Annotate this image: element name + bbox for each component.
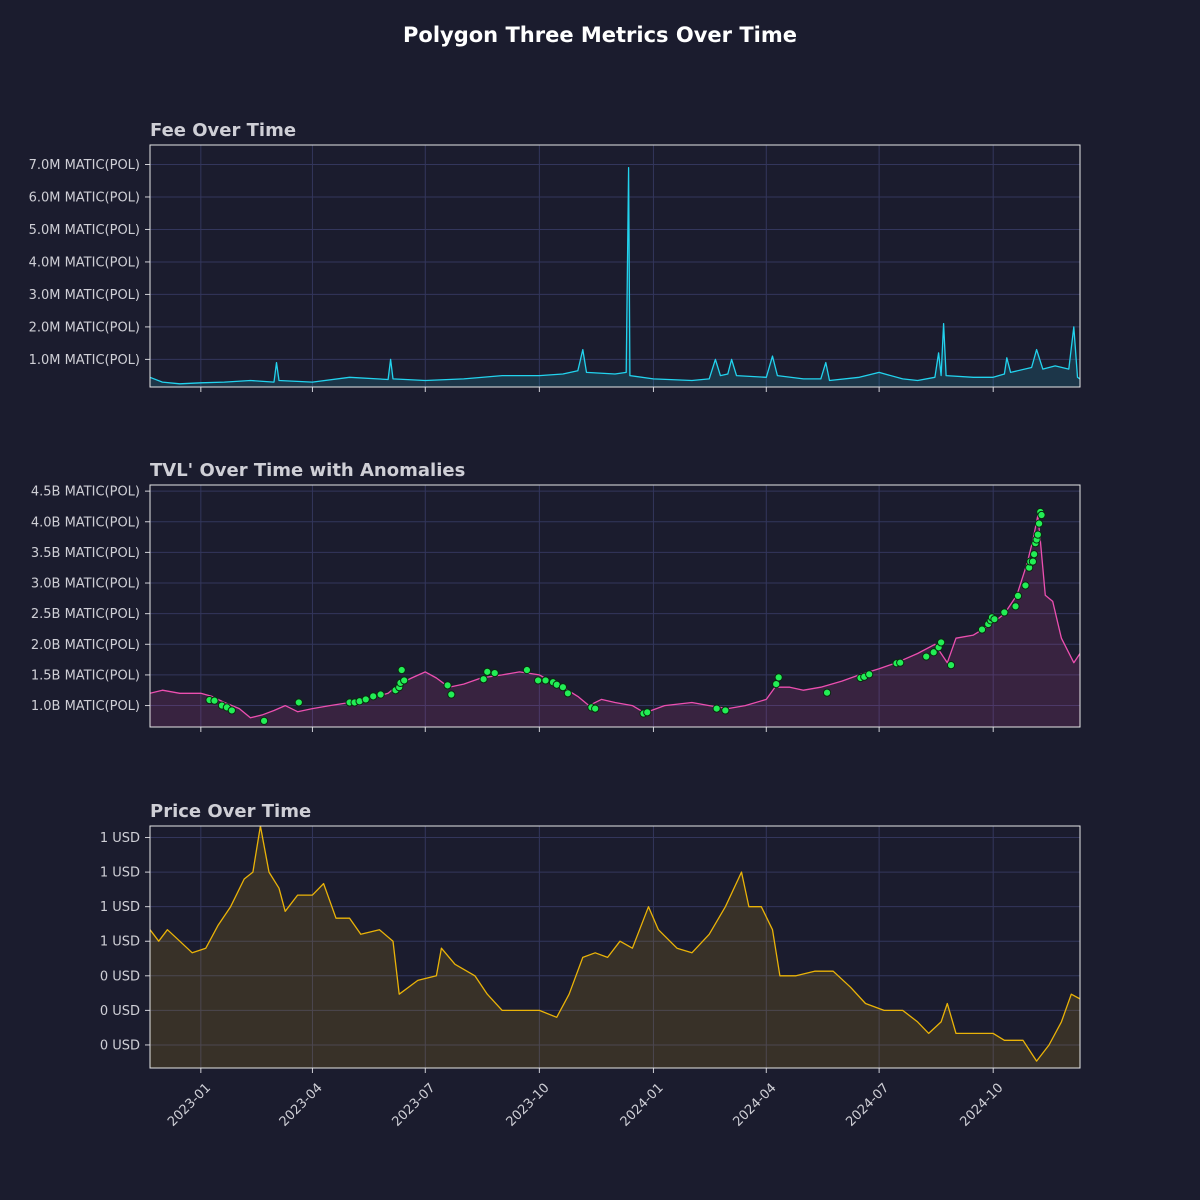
anomaly-point	[210, 696, 219, 705]
series-line	[150, 167, 1080, 385]
y-tick-label: 1 USD	[100, 900, 140, 915]
y-tick-label: 3.0M MATIC(POL)	[29, 288, 140, 303]
anomaly-point	[1013, 591, 1023, 600]
y-tick-label: 1.5B MATIC(POL)	[31, 668, 140, 683]
panel-title: Fee Over Time	[150, 120, 296, 141]
anomaly-point	[977, 625, 987, 634]
y-tick-label: 5.0M MATIC(POL)	[29, 223, 140, 238]
anomaly-point	[937, 638, 946, 647]
anomaly-point	[1011, 602, 1020, 611]
anomaly-point	[772, 680, 781, 689]
anomaly-point	[376, 690, 385, 699]
anomaly-point	[400, 676, 409, 685]
anomaly-point	[865, 670, 874, 679]
y-tick-label: 4.5B MATIC(POL)	[31, 485, 140, 500]
anomaly-point	[922, 652, 931, 661]
anomaly-point	[1021, 581, 1030, 590]
anomaly-point	[541, 676, 550, 685]
anomaly-point	[522, 665, 532, 675]
series-line	[150, 826, 1080, 1062]
series-area	[150, 515, 1080, 727]
anomaly-point	[490, 668, 499, 678]
panel-title: TVL' Over Time with Anomalies	[150, 460, 465, 481]
y-tick-label: 3.5B MATIC(POL)	[31, 546, 140, 561]
anomaly-point	[563, 689, 572, 698]
y-tick-label: 1 USD	[100, 935, 140, 950]
anomaly-point	[1030, 550, 1039, 559]
anomaly-point	[1028, 557, 1037, 566]
y-tick-label: 2.5B MATIC(POL)	[31, 607, 140, 622]
y-tick-label: 7.0M MATIC(POL)	[29, 158, 140, 173]
anomaly-point	[774, 673, 783, 682]
y-tick-label: 4.0M MATIC(POL)	[29, 255, 140, 270]
y-tick-label: 0 USD	[100, 1004, 140, 1019]
anomaly-point	[361, 695, 370, 704]
series-area	[150, 826, 1080, 1068]
anomaly-point	[946, 661, 956, 670]
y-tick-label: 2.0B MATIC(POL)	[31, 638, 140, 653]
anomaly-point	[227, 706, 236, 715]
anomaly-point	[712, 704, 721, 713]
panel-frame	[149, 144, 1081, 388]
series-group	[150, 507, 1080, 727]
y-tick-label: 6.0M MATIC(POL)	[29, 190, 140, 205]
anomaly-point	[1033, 530, 1042, 539]
panel-title: Price Over Time	[150, 801, 311, 822]
panel-frame	[149, 825, 1081, 1069]
y-tick-label: 4.0B MATIC(POL)	[31, 515, 140, 530]
anomaly-point	[294, 698, 303, 707]
panel-1: Fee Over Time 1.0M MATIC(POL) 2.0M MATIC(P…	[29, 120, 1081, 392]
anomaly-point	[558, 683, 568, 692]
y-tick-label: 2.0M MATIC(POL)	[29, 320, 140, 335]
anomaly-point	[397, 665, 406, 675]
anomaly-point	[534, 676, 543, 685]
y-tick-label: 1 USD	[100, 866, 140, 881]
y-tick-label: 1.0B MATIC(POL)	[31, 699, 140, 714]
y-tick-label: 1 USD	[100, 831, 140, 846]
panel-2: TVL' Over Time with Anomalies 1.0B MATIC(…	[31, 460, 1081, 732]
anomaly-point	[1037, 510, 1046, 520]
anomaly-point	[443, 681, 452, 690]
series-group	[150, 167, 1080, 387]
anomaly-point	[369, 692, 378, 701]
panel-3: Price Over Time 0 USD 0 USD 0 USD 1 USD 1 USD…	[100, 801, 1081, 1073]
y-tick-label: 1.0M MATIC(POL)	[29, 353, 140, 368]
figure-title: Polygon Three Metrics Over Time	[403, 23, 797, 47]
anomaly-point	[479, 675, 488, 684]
y-tick-label: 3.0B MATIC(POL)	[31, 577, 140, 592]
anomaly-point	[259, 716, 269, 725]
series-group	[150, 826, 1080, 1068]
anomaly-point	[822, 688, 832, 697]
anomaly-point	[1000, 608, 1009, 617]
y-tick-label: 0 USD	[100, 969, 140, 984]
anomaly-point	[643, 708, 652, 717]
anomaly-point	[721, 706, 730, 715]
anomaly-point	[591, 704, 600, 713]
panel-frame	[149, 484, 1081, 728]
y-tick-label: 0 USD	[100, 1038, 140, 1053]
anomaly-point	[990, 615, 999, 624]
anomaly-point	[896, 658, 905, 667]
anomaly-point	[1034, 519, 1044, 528]
anomaly-point	[929, 648, 938, 657]
anomaly-point	[483, 667, 492, 676]
anomaly-point	[447, 690, 456, 699]
